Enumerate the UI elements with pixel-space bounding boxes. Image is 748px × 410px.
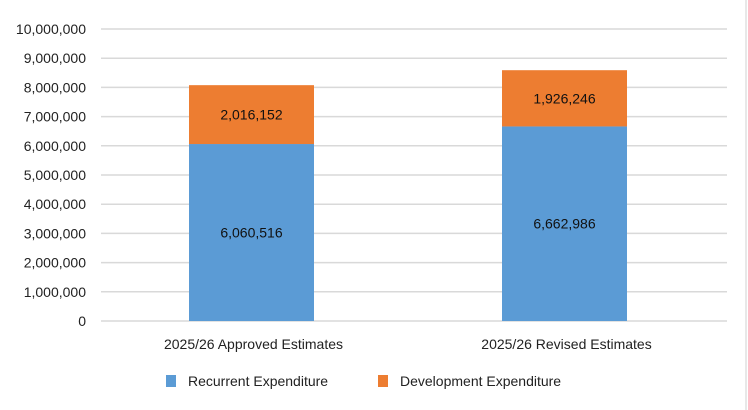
- bar-segment: [502, 126, 627, 321]
- x-tick-label: 2025/26 Approved Estimates: [164, 336, 343, 352]
- legend-swatch: [378, 375, 388, 387]
- y-tick-label: 8,000,000: [24, 79, 86, 95]
- data-label: 6,060,516: [220, 225, 282, 241]
- legend-label: Recurrent Expenditure: [188, 373, 328, 389]
- bar-segment: [189, 144, 314, 321]
- y-tick-label: 4,000,000: [24, 196, 86, 212]
- bar-segment: [502, 70, 627, 127]
- bar-segment: [189, 85, 314, 145]
- y-tick-label: 0: [78, 313, 86, 329]
- y-tick-label: 3,000,000: [24, 225, 86, 241]
- y-tick-label: 9,000,000: [24, 50, 86, 66]
- y-tick-label: 7,000,000: [24, 109, 86, 125]
- y-tick-label: 6,000,000: [24, 138, 86, 154]
- data-label: 1,926,246: [533, 90, 595, 106]
- legend-swatch: [166, 375, 176, 387]
- legend-label: Development Expenditure: [400, 373, 561, 389]
- y-tick-label: 1,000,000: [24, 284, 86, 300]
- y-tick-label: 5,000,000: [24, 167, 86, 183]
- y-tick-label: 10,000,000: [16, 21, 86, 37]
- data-label: 6,662,986: [533, 216, 595, 232]
- data-label: 2,016,152: [220, 107, 282, 123]
- y-tick-label: 2,000,000: [24, 255, 86, 271]
- x-tick-label: 2025/26 Revised Estimates: [481, 336, 651, 352]
